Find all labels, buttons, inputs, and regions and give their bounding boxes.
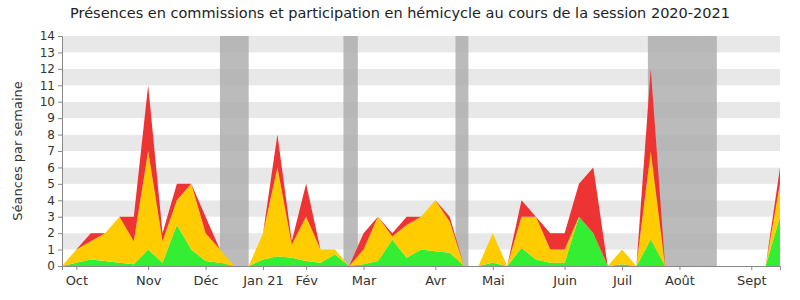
x-axis: Oct Nov Déc Jan 21 Fév Mar Avr Mai Juin Juil Août S… [63, 266, 781, 288]
x-tick-mark [148, 266, 149, 270]
x-tick: Juil [612, 266, 632, 288]
y-axis-title: Séances par semaine [10, 81, 25, 220]
y-tick-label: 12 [40, 62, 55, 76]
area-series [62, 69, 780, 266]
y-tick-label: 14 [40, 29, 55, 43]
x-tick-label: Oct [66, 273, 88, 288]
y-tick-mark [58, 102, 62, 103]
x-tick: Fév [295, 266, 318, 288]
y-tick: 6 [47, 161, 62, 175]
x-tick-label: Nov [136, 273, 162, 288]
x-tick-label: Juil [612, 273, 632, 288]
shaded-period [343, 36, 357, 266]
y-tick-mark [58, 85, 62, 86]
y-tick-mark [58, 200, 62, 201]
x-tick-mark [493, 266, 494, 270]
y-tick-mark [58, 167, 62, 168]
y-tick-label: 7 [47, 144, 55, 158]
x-tick-label: Avr [425, 273, 447, 288]
x-tick-mark [565, 266, 566, 270]
x-tick-mark [364, 266, 365, 270]
y-axis-line [58, 37, 63, 267]
y-tick-label: 0 [47, 259, 55, 273]
y-tick: 0 [47, 259, 62, 273]
y-tick-mark [58, 233, 62, 234]
y-tick-mark [58, 52, 62, 53]
x-tick: Oct [66, 266, 88, 288]
y-tick: 4 [47, 194, 62, 208]
y-tick-mark [58, 184, 62, 185]
y-tick: 2 [47, 226, 62, 240]
y-tick-label: 1 [47, 243, 55, 257]
y-tick-label: 6 [47, 161, 55, 175]
y-tick: 5 [47, 177, 62, 191]
x-tick: Juin [552, 266, 577, 288]
x-tick-mark [206, 266, 207, 270]
x-tick-mark [263, 266, 264, 270]
y-tick: 10 [40, 95, 62, 109]
x-tick-label: Août [665, 273, 695, 288]
x-tick-label: Fév [295, 273, 318, 288]
y-tick: 8 [47, 128, 62, 142]
y-tick-label: 13 [40, 46, 55, 60]
x-tick-mark [435, 266, 436, 270]
x-tick-label: Juin [552, 273, 577, 288]
x-tick-label: Mar [352, 273, 377, 288]
area-series [62, 151, 780, 266]
x-tick: Nov [136, 266, 162, 288]
y-tick-label: 3 [47, 210, 55, 224]
x-tick: Jan 21 [242, 266, 284, 288]
y-tick-mark [58, 217, 62, 218]
y-tick-label: 5 [47, 177, 55, 191]
x-tick: Déc [194, 266, 219, 288]
y-tick: 12 [40, 62, 62, 76]
x-tick: Mai [482, 266, 505, 288]
x-tick-label: Sept [737, 273, 767, 288]
x-tick: Août [665, 266, 695, 288]
x-tick-mark [622, 266, 623, 270]
y-tick: 1 [47, 243, 62, 257]
y-tick: 7 [47, 144, 62, 158]
areas [62, 69, 780, 266]
y-tick-label: 4 [47, 194, 55, 208]
y-tick-mark [58, 151, 62, 152]
x-tick: Avr [425, 266, 447, 288]
x-tick-mark [76, 266, 77, 270]
y-tick-mark [58, 69, 62, 70]
y-axis: 01234567891011121314 [40, 29, 63, 273]
shaded-period [455, 36, 468, 266]
x-tick-label: Déc [194, 273, 219, 288]
y-tick: 13 [40, 46, 62, 60]
chart: 01234567891011121314OctNovDécJan 21FévMa… [0, 0, 800, 300]
y-tick-mark [58, 266, 62, 267]
grid [62, 36, 780, 266]
y-tick: 9 [47, 111, 62, 125]
y-tick: 3 [47, 210, 62, 224]
y-tick-mark [58, 36, 62, 37]
y-tick-label: 11 [40, 79, 55, 93]
y-tick-label: 9 [47, 111, 55, 125]
y-tick-mark [58, 250, 62, 251]
x-tick: Sept [737, 266, 767, 288]
title: Présences en commissions et participatio… [70, 5, 730, 21]
y-tick: 14 [40, 29, 62, 43]
x-axis-line [63, 267, 781, 271]
shaded-period [220, 36, 249, 266]
y-tick-label: 2 [47, 226, 55, 240]
y-tick-mark [58, 135, 62, 136]
y-tick: 11 [40, 79, 62, 93]
y-tick-label: 8 [47, 128, 55, 142]
x-tick-mark [306, 266, 307, 270]
x-tick-mark [751, 266, 752, 270]
x-tick: Mar [352, 266, 377, 288]
y-tick-label: 10 [40, 95, 55, 109]
y-tick-mark [58, 118, 62, 119]
x-tick-label: Jan 21 [242, 273, 284, 288]
x-tick-label: Mai [482, 273, 505, 288]
x-tick-mark [679, 266, 680, 270]
